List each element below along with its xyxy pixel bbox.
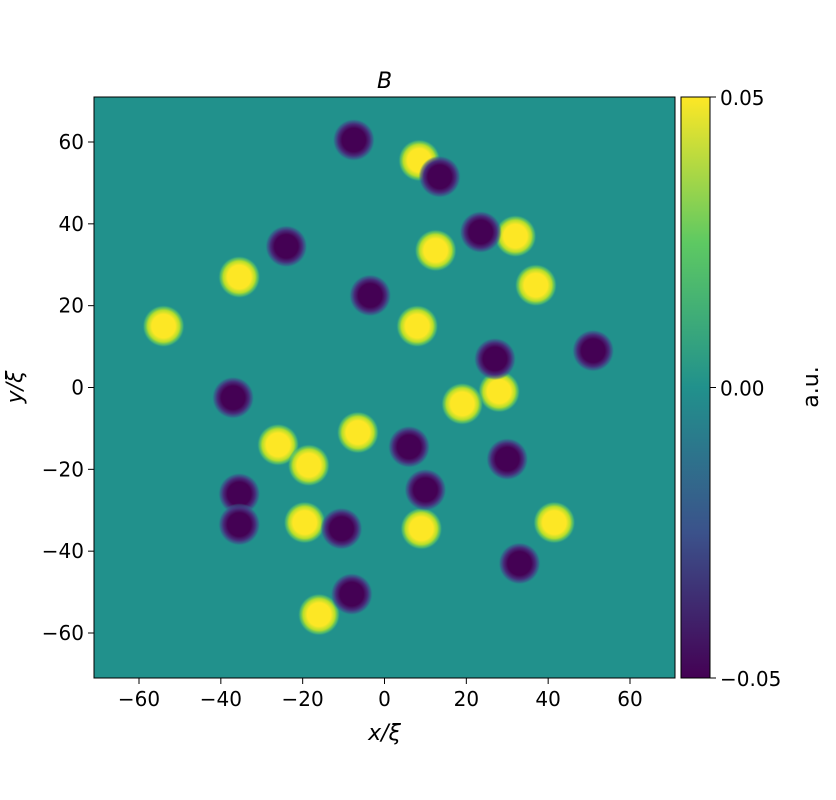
y-tick-label: −60: [42, 621, 84, 645]
chart-title: B: [377, 69, 392, 94]
positive-spot: [283, 501, 326, 544]
positive-spot: [395, 304, 439, 348]
colorbar-label: a.u.: [799, 366, 824, 407]
spots-layer: [142, 118, 615, 636]
positive-spot: [494, 214, 537, 258]
negative-spot: [265, 225, 308, 268]
plot-area: [94, 97, 675, 678]
y-tick-label: −40: [42, 539, 84, 563]
positive-spot: [336, 411, 380, 454]
positive-spot: [217, 255, 261, 299]
x-tick-label: −40: [200, 687, 242, 711]
x-tick-label: 0: [378, 687, 391, 711]
positive-spot: [440, 382, 484, 426]
y-tick-label: 0: [71, 376, 84, 400]
negative-spot: [217, 472, 261, 516]
x-tick-label: 40: [535, 687, 560, 711]
negative-spot: [211, 376, 255, 420]
positive-spot: [297, 593, 341, 636]
negative-spot: [387, 425, 431, 469]
x-axis-label: x/ξ: [367, 721, 401, 746]
colorbar-tick-label: 0.05: [720, 86, 765, 110]
positive-spot: [256, 423, 300, 467]
x-axis: −60 −40 −20 0 20 40 60: [118, 678, 643, 711]
colorbar-ticks: 0.05 0.00 −0.05: [710, 86, 781, 691]
negative-spot: [473, 337, 517, 381]
positive-spot: [533, 501, 576, 544]
negative-spot: [571, 329, 615, 372]
positive-spot: [287, 443, 331, 487]
y-tick-label: 20: [59, 294, 84, 318]
colorbar-tick-label: 0.00: [720, 377, 765, 401]
negative-spot: [498, 542, 541, 585]
negative-spot: [320, 507, 363, 550]
positive-spot: [514, 263, 558, 307]
y-axis: 60 40 20 0 −20 −40 −60: [42, 130, 94, 645]
negative-spot: [330, 572, 374, 616]
y-tick-label: 40: [59, 212, 84, 236]
colorbar-tick-label: −0.05: [720, 667, 781, 691]
x-tick-label: 20: [454, 687, 479, 711]
positive-spot: [142, 304, 185, 348]
positive-spot: [414, 229, 457, 272]
negative-spot: [459, 210, 502, 254]
y-axis-label: y/ξ: [3, 370, 28, 404]
y-tick-label: −20: [42, 457, 84, 481]
negative-spot: [217, 503, 261, 546]
y-tick-label: 60: [59, 130, 84, 154]
negative-spot: [404, 468, 447, 512]
x-tick-label: −60: [118, 687, 160, 711]
negative-spot: [348, 274, 392, 317]
negative-spot: [485, 437, 529, 481]
positive-spot: [477, 370, 521, 413]
negative-spot: [332, 118, 376, 162]
positive-spot: [400, 507, 443, 550]
negative-spot: [418, 155, 462, 199]
colorbar: [680, 96, 711, 679]
x-tick-label: 60: [617, 687, 642, 711]
x-tick-label: −20: [282, 687, 324, 711]
